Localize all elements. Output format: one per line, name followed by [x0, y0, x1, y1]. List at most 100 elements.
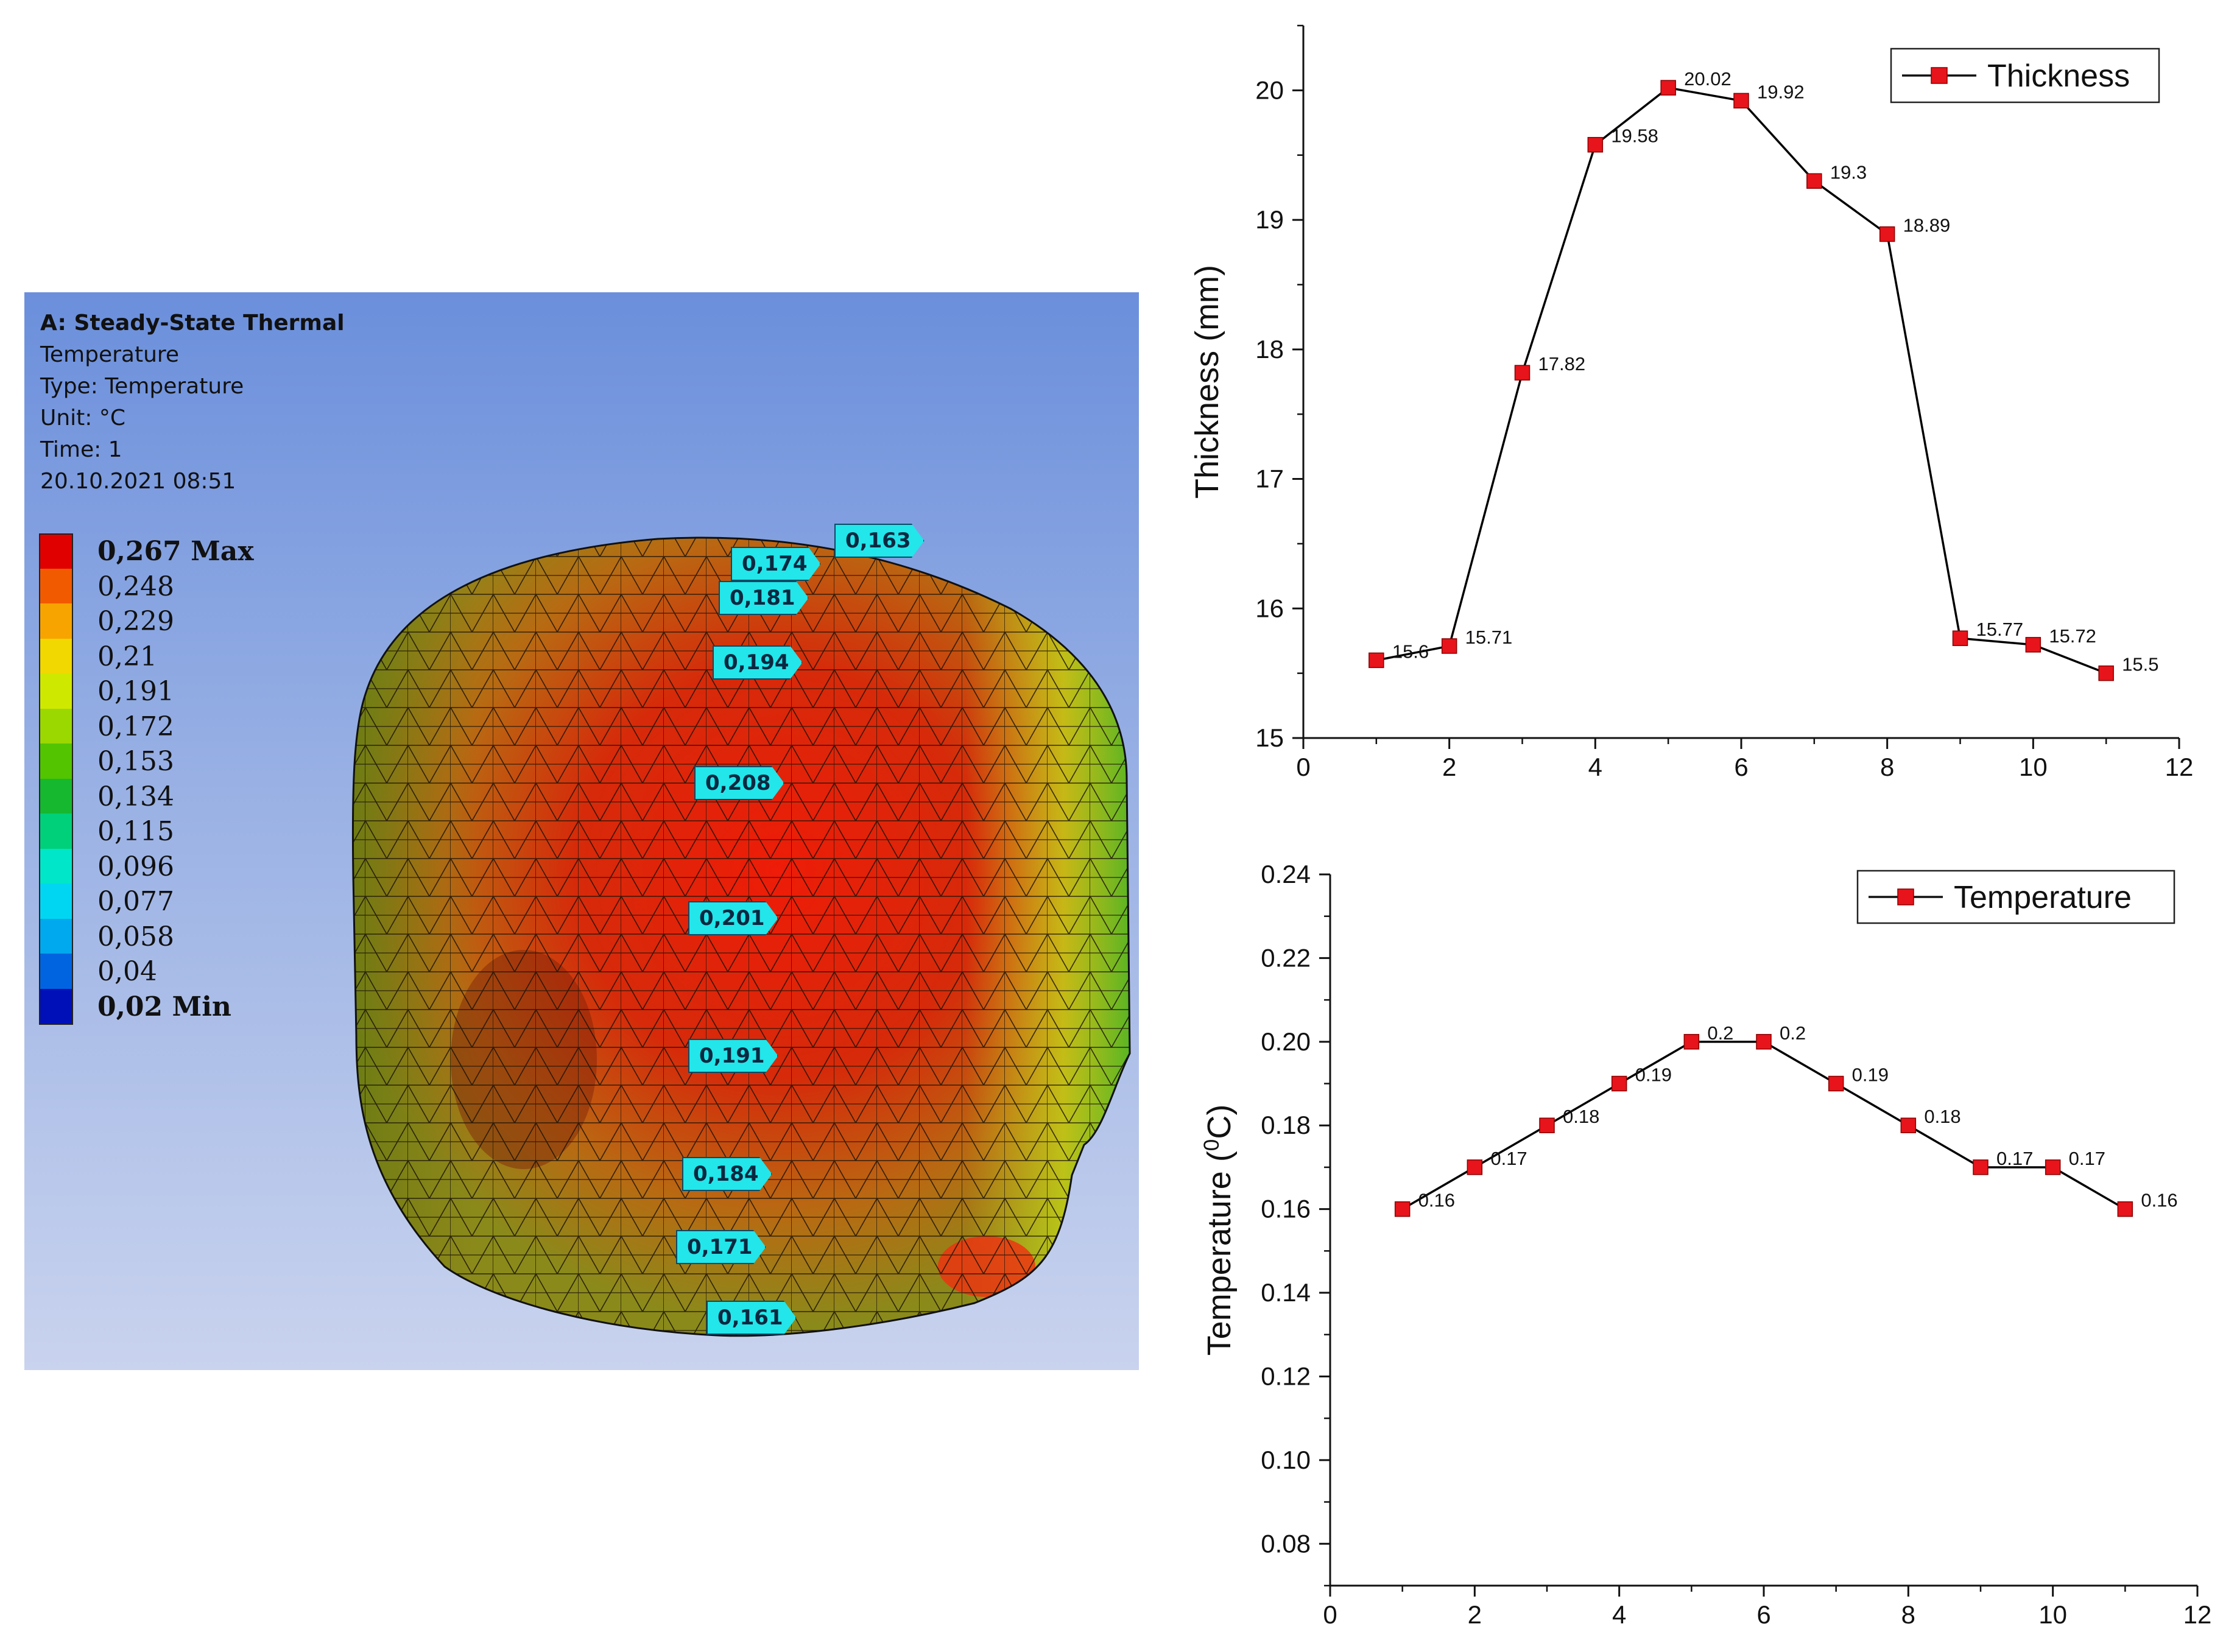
y-tick-label: 0.08 — [1261, 1529, 1311, 1558]
x-tick-label: 8 — [1880, 753, 1894, 781]
probe-label: 0,181 — [719, 581, 809, 615]
y-tick-label: 20 — [1255, 76, 1284, 104]
y-tick-label: 0.18 — [1261, 1111, 1311, 1139]
x-tick-label: 2 — [1468, 1600, 1482, 1629]
data-point — [1611, 1075, 1627, 1092]
temperature-chart: 0 2 4 6 8 10 120.080.100.120.140.160.180.200.2… — [1200, 860, 2212, 1629]
data-label: 19.92 — [1757, 81, 1805, 102]
probe-label: 0,194 — [713, 645, 803, 680]
series-line — [1376, 86, 2107, 675]
legend-swatch — [39, 533, 73, 570]
data-point — [1900, 1117, 1917, 1133]
data-point — [1733, 93, 1749, 109]
simulation-panel: A: Steady-State Thermal Temperature Type… — [24, 292, 1139, 1370]
probe-label: 0,171 — [676, 1230, 766, 1264]
thickness-chart: 0 2 4 6 8 10 12 15 16 17 18 19 20 Thickness (mm) 15.6 1… — [1189, 24, 2194, 781]
legend-swatch — [39, 988, 73, 1025]
data-label: 0.19 — [1852, 1064, 1889, 1086]
data-label: 0.16 — [1418, 1190, 1455, 1211]
y-tick-label: 15 — [1255, 723, 1284, 752]
x-tick-label: 12 — [2165, 753, 2194, 781]
series-line — [1401, 1041, 2126, 1211]
x-tick-label: 6 — [1756, 1600, 1770, 1629]
data-point — [1756, 1034, 1772, 1050]
legend-swatch — [39, 568, 73, 603]
result-unit: Unit: °C — [40, 406, 125, 431]
data-point — [2025, 637, 2041, 653]
data-point — [2098, 665, 2114, 681]
legend-label: 0,153 — [97, 746, 174, 777]
data-label: 15.71 — [1465, 627, 1513, 648]
y-tick-label: 0.10 — [1261, 1446, 1311, 1474]
y-axis-title-main: Temperature ( — [1201, 1151, 1238, 1355]
result-datetime: 20.10.2021 08:51 — [40, 469, 236, 494]
legend-swatch — [39, 708, 73, 743]
legend-label: 0,134 — [97, 781, 174, 812]
data-point — [1973, 1159, 1989, 1175]
data-label: 0.18 — [1563, 1106, 1599, 1127]
data-point — [1806, 173, 1822, 189]
legend-swatch — [39, 954, 73, 989]
result-type: Type: Temperature — [40, 374, 244, 399]
probe-label: 0,184 — [682, 1157, 772, 1191]
legend-swatch — [39, 603, 73, 639]
x-tick-label: 2 — [1442, 753, 1456, 781]
data-label: 0.18 — [1924, 1106, 1960, 1127]
data-point — [1587, 136, 1604, 153]
data-label: 0.19 — [1635, 1064, 1672, 1086]
legend-label: 0,04 — [97, 956, 157, 987]
result-time: Time: 1 — [40, 437, 122, 462]
data-label: 0.17 — [2069, 1148, 2105, 1169]
data-point — [1952, 630, 1968, 646]
x-tick-label: 10 — [2038, 1600, 2067, 1629]
data-label: 15.72 — [2049, 625, 2096, 647]
legend-label: 0,172 — [97, 711, 174, 742]
y-tick-label: 16 — [1255, 594, 1284, 622]
y-tick-label: 0.12 — [1261, 1362, 1311, 1390]
data-label: 19.58 — [1611, 125, 1658, 147]
data-point — [1467, 1159, 1483, 1175]
legend-swatch — [39, 884, 73, 919]
data-point — [2045, 1159, 2061, 1175]
probe-label: 0,161 — [706, 1301, 797, 1335]
probe-label: 0,163 — [834, 524, 925, 558]
legend-label: 0,21 — [97, 641, 157, 672]
data-label: 19.3 — [1830, 161, 1867, 183]
head-mesh-model — [351, 536, 1131, 1337]
legend-label: 0,096 — [97, 851, 174, 882]
legend-swatch — [39, 638, 73, 673]
y-tick-label: 0.20 — [1261, 1027, 1311, 1056]
head-outline — [351, 536, 1131, 1337]
legend-label: 0,267 Max — [97, 536, 254, 567]
x-tick-label: 8 — [1901, 1600, 1915, 1629]
data-point — [1683, 1034, 1700, 1050]
data-label: 0.16 — [2141, 1190, 2177, 1211]
legend-swatch — [39, 743, 73, 779]
data-point — [1660, 80, 1676, 96]
legend-label: 0,058 — [97, 921, 174, 952]
legend-swatch — [39, 918, 73, 954]
legend-label: 0,229 — [97, 606, 174, 637]
y-tick-label: 19 — [1255, 205, 1284, 234]
data-point — [1539, 1117, 1555, 1133]
data-point — [1394, 1201, 1411, 1217]
x-tick-label: 4 — [1588, 753, 1602, 781]
y-tick-label: 0.22 — [1261, 943, 1311, 972]
y-tick-label: 18 — [1255, 335, 1284, 364]
result-name: Temperature — [40, 342, 180, 367]
y-axis-title-sup: 0 — [1200, 1139, 1224, 1151]
data-label: 18.89 — [1903, 214, 1951, 236]
data-label: 0.2 — [1780, 1022, 1806, 1044]
legend-label: Thickness — [1987, 58, 2130, 94]
data-label: 17.82 — [1538, 353, 1586, 374]
y-tick-label: 17 — [1255, 465, 1284, 493]
data-point — [1441, 638, 1457, 654]
data-label: 15.77 — [1976, 619, 2024, 640]
analysis-title: A: Steady-State Thermal — [40, 311, 345, 336]
legend-label: 0,191 — [97, 676, 174, 707]
y-axis-title-tail: C) — [1201, 1105, 1238, 1139]
x-tick-label: 12 — [2183, 1600, 2212, 1629]
data-label: 15.5 — [2122, 654, 2158, 675]
legend-swatch — [39, 673, 73, 709]
y-tick-label: 0.24 — [1261, 860, 1311, 888]
